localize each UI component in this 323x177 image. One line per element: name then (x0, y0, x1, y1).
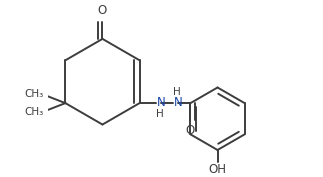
Text: OH: OH (209, 163, 226, 176)
Text: N: N (157, 96, 166, 109)
Text: O: O (186, 124, 195, 137)
Text: H: H (173, 87, 181, 97)
Text: CH₃: CH₃ (24, 107, 43, 117)
Text: H: H (156, 109, 163, 119)
Text: N: N (174, 96, 182, 109)
Text: O: O (98, 4, 107, 17)
Text: CH₃: CH₃ (24, 89, 43, 99)
